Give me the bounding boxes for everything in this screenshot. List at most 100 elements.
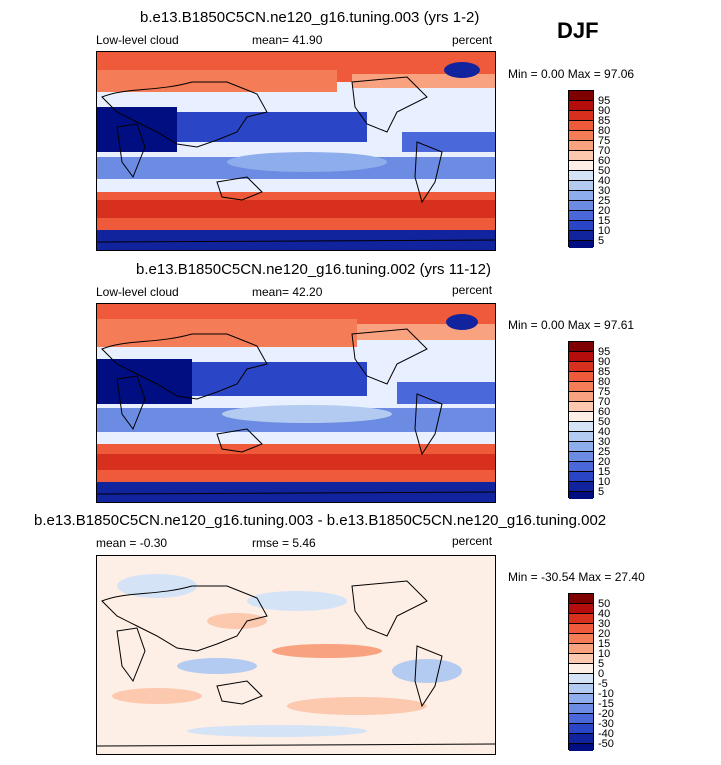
panel-1-legend-label: 25	[598, 195, 611, 207]
australia-coastline	[216, 428, 263, 453]
panel-1-legend-label: 50	[598, 165, 611, 177]
diff-blob	[177, 658, 257, 674]
panel-3-swatch	[569, 654, 593, 664]
panel-1-swatch	[569, 91, 593, 101]
africa-coastline	[116, 375, 146, 431]
africa-coastline	[116, 627, 146, 683]
panel-1-legend-label: 10	[598, 225, 611, 237]
north-america-coastline	[351, 328, 428, 385]
panel-2-legend-label: 15	[598, 466, 611, 478]
panel-3-swatch	[569, 634, 593, 644]
panel-3-colorbar	[568, 593, 594, 751]
panel-3-swatch	[569, 594, 593, 604]
panel-1-legend-label: 95	[598, 95, 611, 107]
panel-3-swatch	[569, 694, 593, 704]
atlantic-low-band	[402, 132, 495, 152]
panel-3-swatch	[569, 644, 593, 654]
panel-3-legend-label: 40	[598, 608, 611, 620]
panel-2-swatch	[569, 422, 593, 432]
panel-2-legend-label: 60	[598, 406, 611, 418]
panel-1-map	[96, 51, 496, 251]
panel-3-swatch	[569, 734, 593, 744]
panel-2-swatch	[569, 412, 593, 422]
panel-1-legend-label: 85	[598, 115, 611, 127]
panel-2-minmax: Min = 0.00 Max = 97.61	[508, 318, 635, 332]
panel-2-legend-label: 40	[598, 426, 611, 438]
greenland-low	[446, 314, 478, 330]
panel-1-legend-label: 60	[598, 155, 611, 167]
panel-2-legend-label: 20	[598, 456, 611, 468]
panel-1-legend-label: 15	[598, 215, 611, 227]
north-pacific-cloud	[97, 70, 337, 92]
diff-blob	[187, 725, 367, 737]
panel-3-mean-label: mean = -0.30	[96, 536, 168, 550]
south-america-coastline	[414, 393, 443, 456]
panel-3-title: b.e13.B1850C5CN.ne120_g16.tuning.003 - b…	[34, 512, 607, 529]
equatorial-pacific	[222, 405, 392, 423]
panel-3-legend-label: 50	[598, 598, 611, 610]
panel-3-units-label: percent	[452, 534, 493, 548]
panel-1-swatch	[569, 201, 593, 211]
panel-1-swatch	[569, 231, 593, 241]
coastlines	[97, 580, 495, 747]
diff-blob	[392, 659, 462, 683]
north-atlantic-cloud	[352, 74, 495, 88]
panel-1-swatch	[569, 111, 593, 121]
panel-1-map-svg	[97, 52, 495, 250]
antarctica-coastline	[97, 239, 495, 243]
diff-blob	[112, 688, 202, 704]
panel-2-legend-label: 30	[598, 436, 611, 448]
panel-2-swatch	[569, 392, 593, 402]
panel-1-swatch	[569, 141, 593, 151]
panel-2-swatch	[569, 462, 593, 472]
panel-2-legend-label: 10	[598, 476, 611, 488]
atlantic-low-band	[397, 382, 495, 404]
panel-1-minmax: Min = 0.00 Max = 97.06	[508, 67, 635, 81]
panel-3-map	[96, 555, 496, 755]
panel-3-swatch	[569, 664, 593, 674]
panel-3-swatch	[569, 704, 593, 714]
panel-2-swatch	[569, 472, 593, 482]
panel-2-legend-label: 50	[598, 416, 611, 428]
africa-coastline	[116, 123, 146, 179]
panel-3-legend-label: -5	[598, 678, 608, 690]
panel-1-swatch	[569, 211, 593, 221]
australia-coastline	[216, 680, 263, 705]
panel-2-title: b.e13.B1850C5CN.ne120_g16.tuning.002 (yr…	[136, 261, 491, 278]
panel-2-legend-label: 85	[598, 366, 611, 378]
antarctica-coastline	[97, 491, 495, 495]
australia-coastline	[216, 176, 263, 201]
panel-3-swatch	[569, 604, 593, 614]
panel-2-colorbar	[568, 341, 594, 499]
panel-1-legend-label: 75	[598, 135, 611, 147]
panel-2-swatch	[569, 362, 593, 372]
eurasia-coastline	[101, 585, 268, 652]
panel-1-units-label: percent	[452, 33, 493, 47]
panel-3-map-svg	[97, 556, 495, 754]
coastlines	[97, 76, 495, 243]
equatorial-pacific	[227, 152, 387, 172]
panel-3-legend-label: 0	[598, 668, 605, 680]
north-america-coastline	[351, 580, 428, 637]
panel-2-swatch	[569, 342, 593, 352]
southern-ocean-core	[97, 200, 495, 218]
north-pacific-cloud	[97, 319, 357, 347]
south-america-coastline	[414, 645, 443, 708]
panel-3-swatch	[569, 684, 593, 694]
southern-ocean-core	[97, 454, 495, 470]
panel-2-swatch	[569, 382, 593, 392]
panel-3-swatch	[569, 614, 593, 624]
panel-3-legend-label: -20	[598, 708, 614, 720]
panel-3-rmse-label: rmse = 5.46	[252, 536, 316, 550]
panel-3-legend-label: 15	[598, 638, 611, 650]
panel-1-swatch	[569, 221, 593, 231]
panel-3-legend-label: -15	[598, 698, 614, 710]
panel-1-legend-label: 90	[598, 105, 611, 117]
diff-blob	[207, 613, 267, 629]
panel-2-swatch	[569, 372, 593, 382]
season-label: DJF	[557, 18, 599, 43]
panel-2-swatch	[569, 402, 593, 412]
panel-1-colorbar	[568, 90, 594, 248]
diff-blob	[272, 644, 382, 658]
panel-2-units-label: percent	[452, 283, 493, 297]
